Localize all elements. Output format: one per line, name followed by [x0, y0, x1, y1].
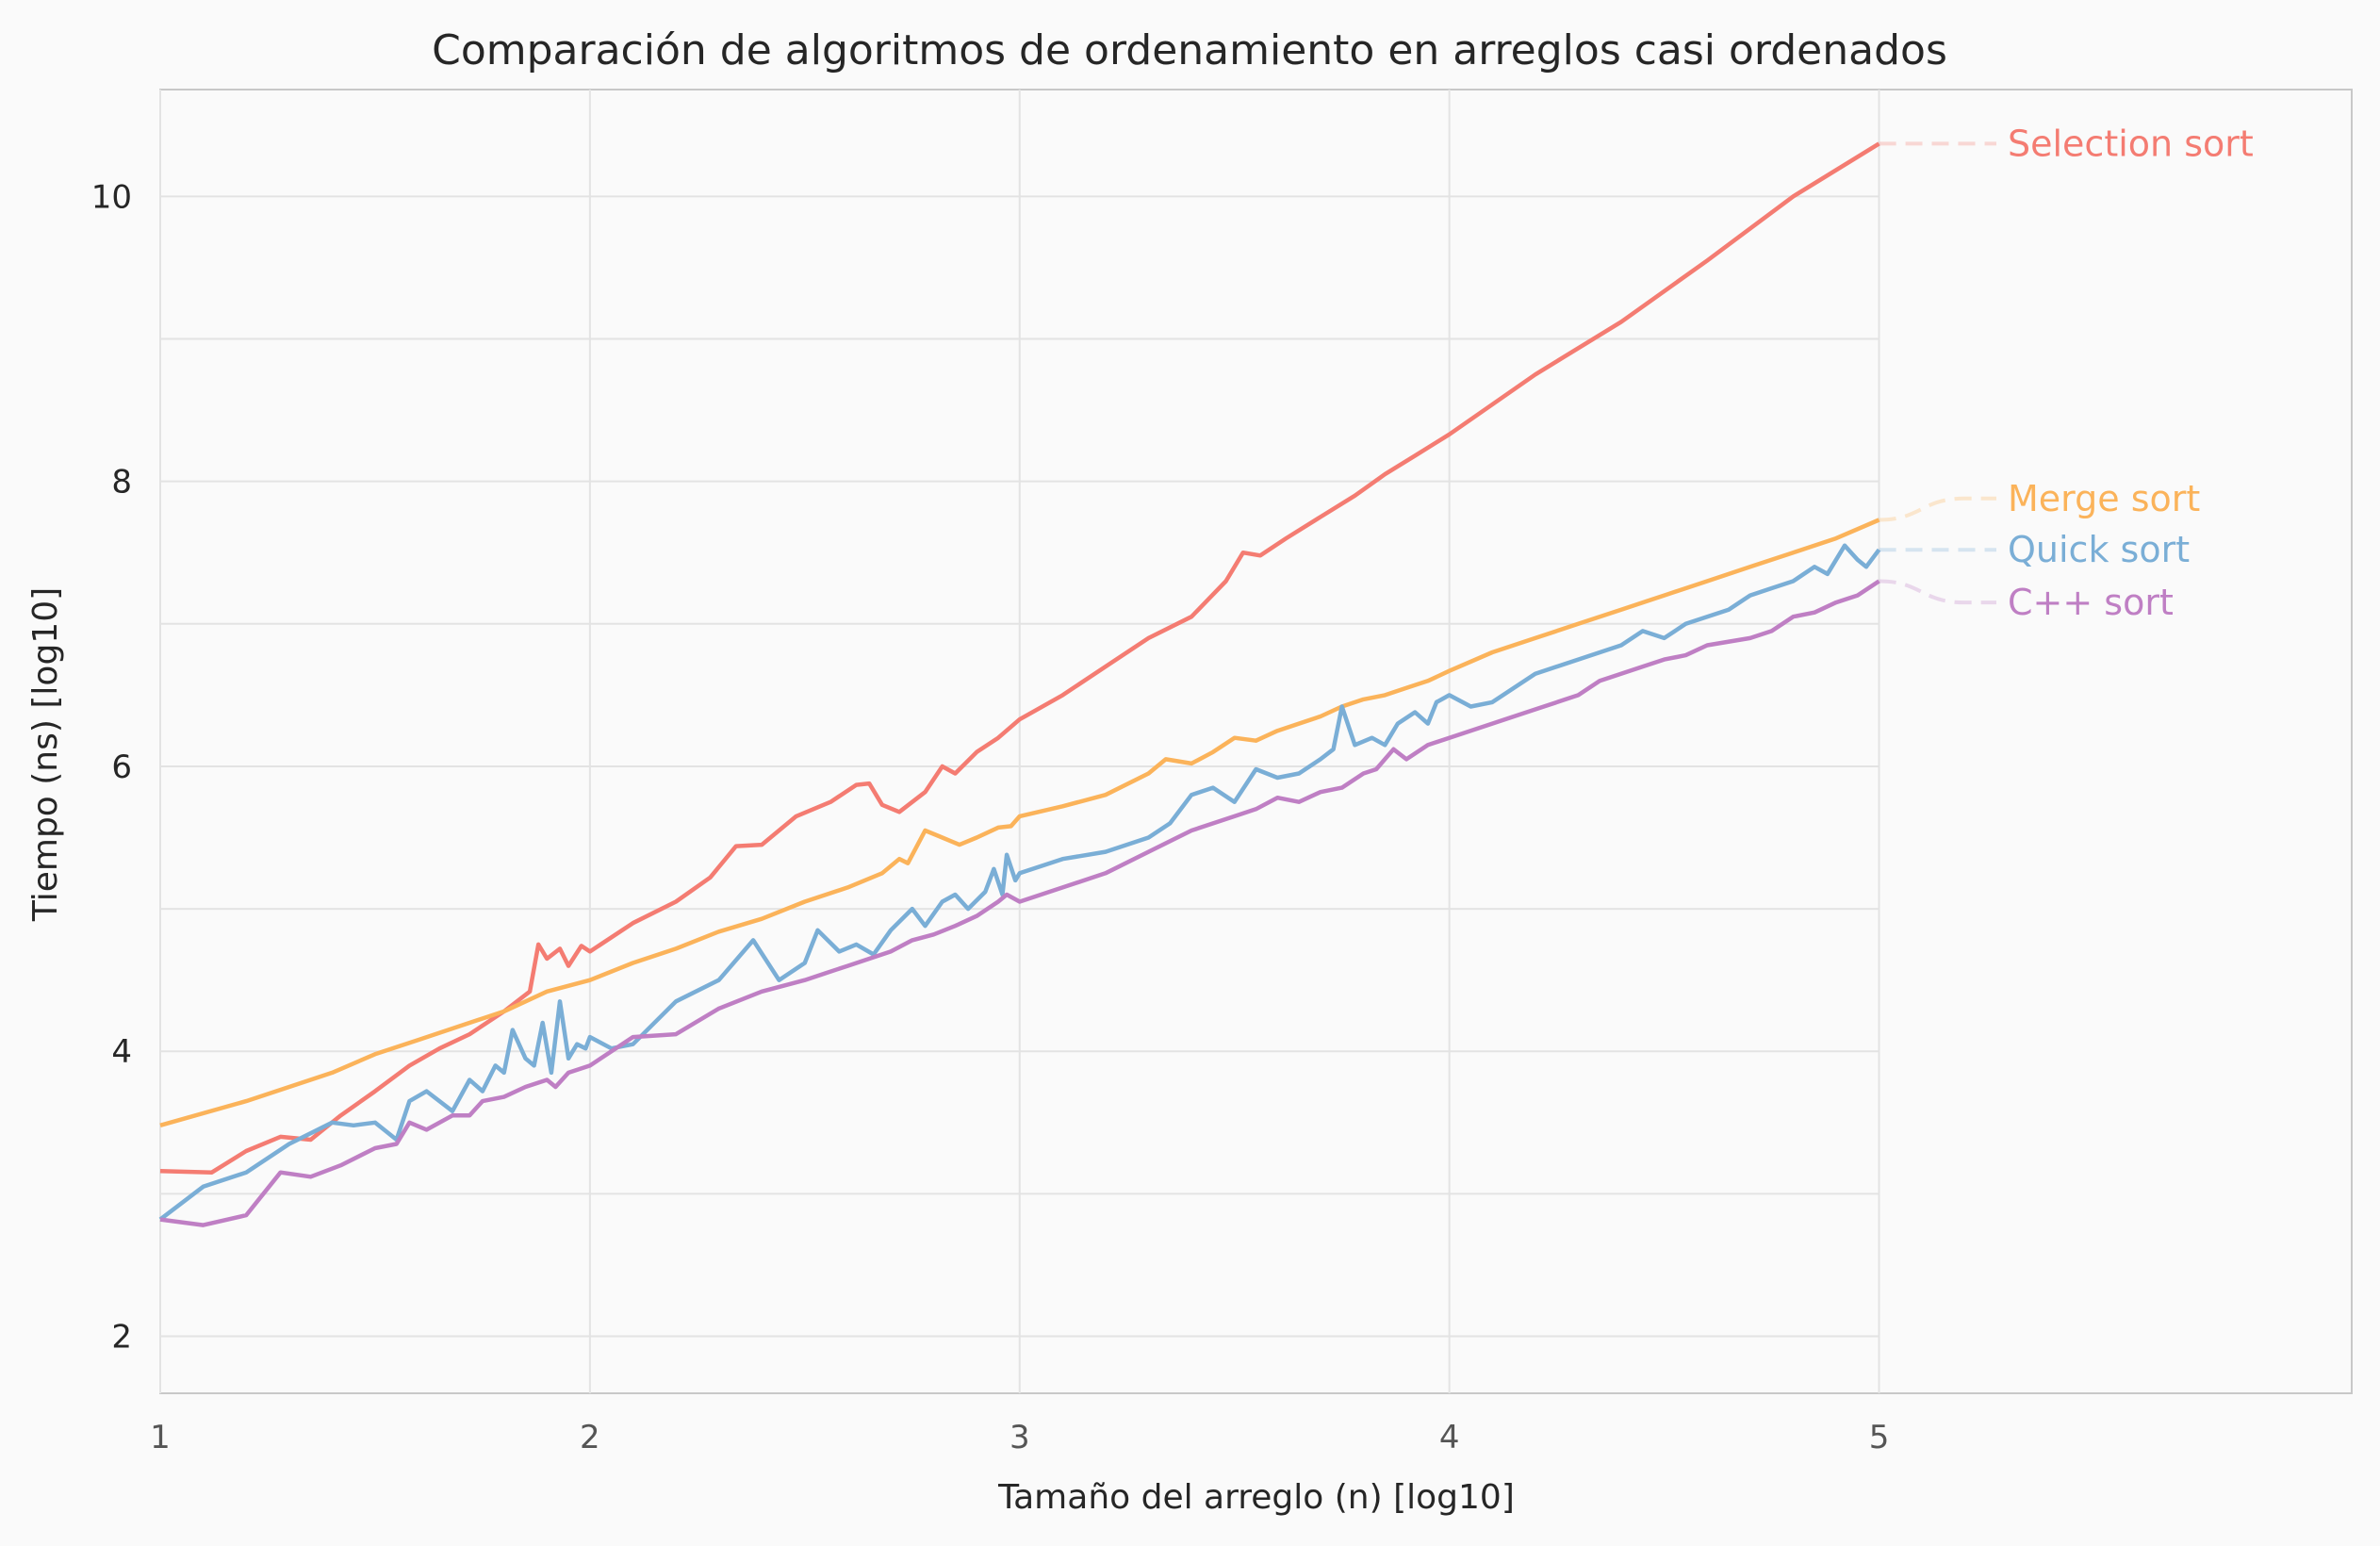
series-label-merge-sort: Merge sort [2008, 478, 2200, 519]
x-tick-label: 5 [1869, 1419, 1890, 1456]
x-tick-label: 2 [580, 1419, 600, 1456]
series-labels: Selection sort Merge sort Quick sort C++ so… [2008, 123, 2254, 623]
y-tick-label: 4 [111, 1033, 132, 1071]
y-tick-label: 6 [111, 748, 132, 786]
x-tick-label: 3 [1009, 1419, 1030, 1456]
x-tick-label: 4 [1439, 1419, 1460, 1456]
plot-area [158, 89, 2353, 1394]
series-line-c-sort [159, 579, 1880, 1227]
series-connectors [1879, 141, 1996, 605]
y-tick-label: 10 [91, 178, 132, 216]
y-axis-label: Tiempo (ns) [log10] [26, 587, 65, 922]
grid [159, 90, 1880, 1393]
connector-c-sort [1879, 579, 1996, 605]
x-tick-label: 1 [150, 1419, 171, 1456]
series-label-c-sort: C++ sort [2008, 582, 2174, 623]
series-lines [158, 141, 1881, 1227]
series-label-selection-sort: Selection sort [2008, 123, 2254, 164]
y-tick-label: 8 [111, 464, 132, 502]
connector-merge-sort [1879, 496, 1996, 522]
x-axis-label: Tamaño del arreglo (n) [log10] [997, 1478, 1515, 1517]
series-label-quick-sort: Quick sort [2008, 529, 2190, 570]
series-line-quick-sort [158, 543, 1881, 1222]
series-line-merge-sort [159, 518, 1880, 1127]
x-axis-ticks: 1 2 3 4 5 [150, 1419, 1889, 1456]
y-tick-label: 2 [111, 1319, 132, 1357]
series-line-selection-sort [159, 141, 1880, 1175]
chart-title: Comparación de algoritmos de ordenamient… [432, 26, 1947, 74]
y-axis-ticks: 2 4 6 8 10 [91, 178, 132, 1356]
